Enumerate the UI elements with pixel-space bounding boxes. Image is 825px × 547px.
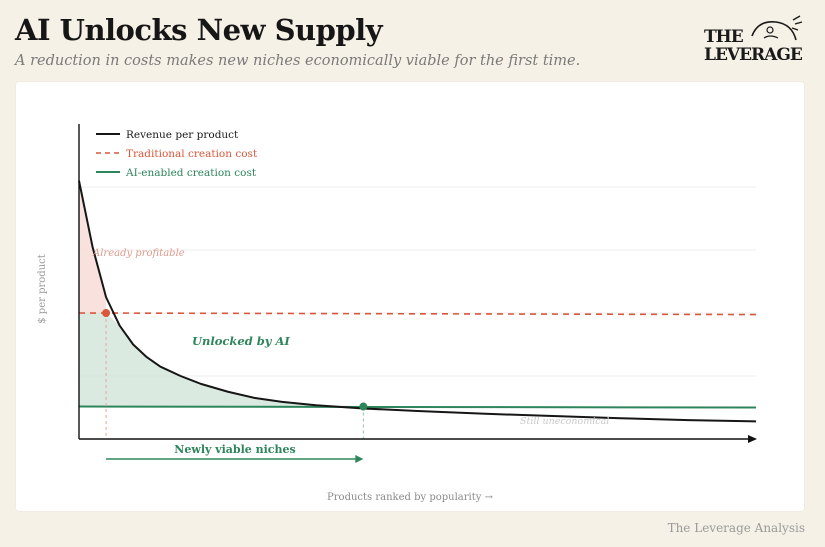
chart: Revenue per product Traditional creation… — [37, 124, 757, 503]
unlocked-by-ai-region — [79, 313, 364, 409]
axes — [78, 124, 757, 443]
page-subtitle: A reduction in costs makes new niches ec… — [15, 53, 581, 69]
grid-lines — [79, 186, 756, 377]
annotation-still-uneconomical: Still uneconomical — [520, 416, 609, 427]
source-credit: The Leverage Analysis — [667, 521, 805, 535]
legend-label-revenue: Revenue per product — [126, 129, 239, 141]
ai-cost-line — [78, 405, 757, 409]
y-axis-label: $ per product — [37, 254, 48, 323]
traditional-intersection-marker — [102, 309, 111, 317]
revenue-line — [78, 180, 757, 423]
annotation-already-profitable: Already profitable — [92, 248, 185, 259]
x-axis-arrowhead — [748, 435, 757, 443]
page-title: AI Unlocks New Supply — [15, 13, 383, 47]
newly-viable-arrowhead — [355, 455, 364, 463]
traditional-cost-line — [78, 312, 757, 316]
the-leverage-logo: THE LEVERAGE — [704, 15, 804, 65]
annotation-unlocked-by-ai: Unlocked by AI — [192, 334, 290, 348]
annotation-newly-viable: Newly viable niches — [174, 443, 295, 456]
svg-text:THE: THE — [704, 27, 744, 47]
legend-label-traditional: Traditional creation cost — [126, 148, 258, 160]
svg-text:LEVERAGE: LEVERAGE — [704, 45, 803, 65]
ai-intersection-marker — [359, 402, 368, 411]
legend: Revenue per product Traditional creation… — [96, 129, 258, 179]
x-axis-label: Products ranked by popularity → — [327, 492, 494, 503]
legend-label-ai: AI-enabled creation cost — [125, 167, 257, 179]
chart-card: Revenue per product Traditional creation… — [16, 82, 804, 511]
